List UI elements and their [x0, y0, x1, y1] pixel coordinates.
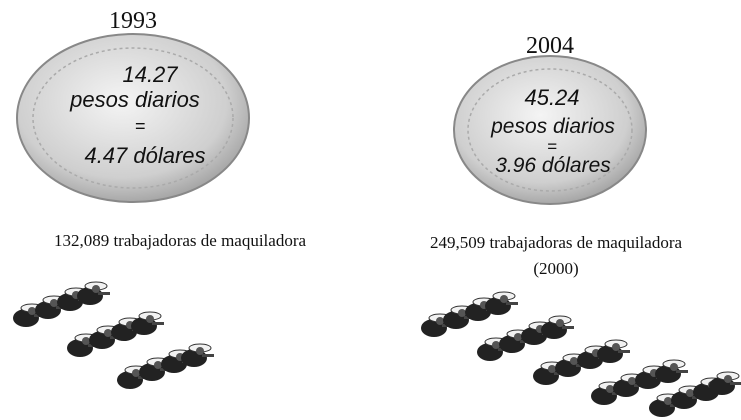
- coin-amount: 14.27: [122, 62, 178, 87]
- panel-2004: 2004 45.24 pesos diarios = 3.96 dólares …: [421, 33, 741, 417]
- coin-unit: pesos diarios: [490, 115, 615, 138]
- worker-icons: [421, 292, 741, 417]
- coin-dollars: 3.96 dólares: [495, 154, 611, 177]
- panel-1993: 1993 14.27 pesos diarios = 4.47 dólares …: [13, 8, 306, 389]
- coin-amount: 45.24: [524, 85, 579, 110]
- coin-dollars: 4.47 dólares: [84, 143, 205, 168]
- worker-icons: [13, 282, 214, 389]
- workers-note: (2000): [533, 259, 578, 278]
- infographic: 1993 14.27 pesos diarios = 4.47 dólares …: [0, 0, 741, 420]
- coin: [17, 34, 249, 202]
- year: 1993: [109, 8, 157, 34]
- coin-unit: pesos diarios: [69, 87, 200, 112]
- workers-label: 249,509 trabajadoras de maquiladora: [430, 233, 683, 252]
- workers-label: 132,089 trabajadoras de maquiladora: [54, 231, 307, 250]
- coin-equals: =: [135, 116, 146, 136]
